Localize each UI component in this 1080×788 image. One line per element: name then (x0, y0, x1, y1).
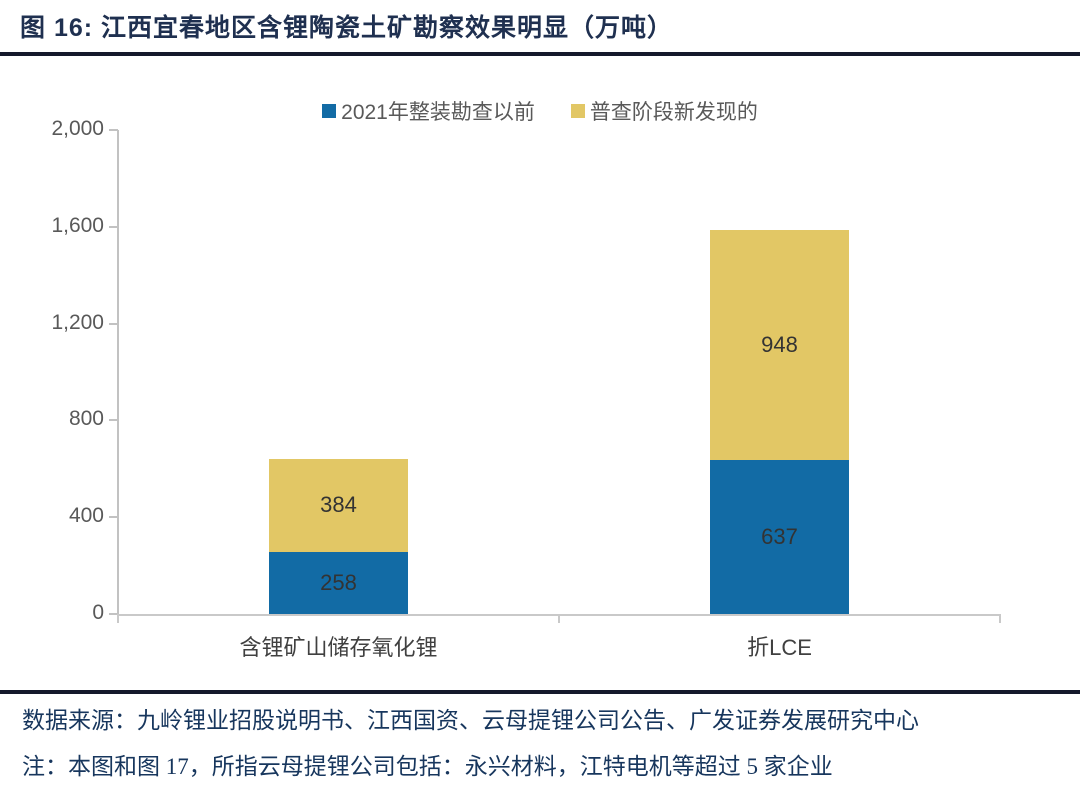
x-axis-tick (558, 614, 560, 623)
remark-note: 注：本图和图 17，所指云母提锂公司包括：永兴材料，江特电机等超过 5 家企业 (22, 754, 833, 779)
legend-label: 2021年整装勘查以前 (341, 101, 535, 124)
y-axis-tick (109, 225, 118, 228)
bar-value-label: 258 (320, 569, 357, 595)
bar-segment-1-cat-0: 384 (269, 458, 408, 552)
y-axis-line (117, 130, 119, 616)
legend-label: 普查阶段新发现的 (589, 101, 758, 124)
data-source-note: 数据来源：九岭锂业招股说明书、江西国资、云母提锂公司公告、广发证券发展研究中心 (22, 708, 919, 733)
y-axis-tick-label: 1,200 (51, 310, 104, 334)
x-axis-category-label: 含锂矿山储存氧化锂 (239, 635, 438, 660)
x-axis-category-label: 折LCE (747, 635, 812, 660)
chart-legend: 2021年整装勘查以前 普查阶段新发现的 (0, 96, 1080, 126)
y-axis-tick-label: 2,000 (51, 117, 104, 140)
title-divider-rule (0, 52, 1080, 56)
bar-segment-0-cat-0: 258 (269, 551, 408, 614)
y-axis-tick-label: 400 (68, 504, 104, 528)
legend-item-series-0: 2021年整装勘查以前 (322, 96, 535, 126)
bar-segment-1-cat-1: 948 (710, 230, 849, 460)
y-axis-tick (109, 419, 118, 422)
footer-divider-rule (0, 690, 1080, 694)
figure-title: 图 16: 江西宜春地区含锂陶瓷土矿勘察效果明显（万吨） (20, 14, 674, 42)
bar-segment-0-cat-1: 637 (710, 459, 849, 614)
y-axis-tick (109, 516, 118, 519)
y-axis-tick-label: 0 (92, 601, 104, 624)
y-axis-tick (109, 129, 118, 131)
legend-item-series-1: 普查阶段新发现的 (570, 96, 758, 126)
y-axis-tick (109, 322, 118, 325)
x-axis-tick (117, 614, 119, 623)
bar-value-label: 948 (761, 332, 798, 358)
y-axis-tick (109, 613, 118, 615)
x-axis-tick (999, 614, 1001, 623)
legend-swatch-blue-icon (322, 104, 337, 118)
y-axis-tick-label: 800 (68, 407, 104, 431)
bar-value-label: 384 (320, 492, 357, 518)
legend-swatch-yellow-icon (570, 104, 585, 118)
y-axis-tick-label: 1,600 (51, 213, 104, 237)
bar-value-label: 637 (761, 523, 798, 549)
